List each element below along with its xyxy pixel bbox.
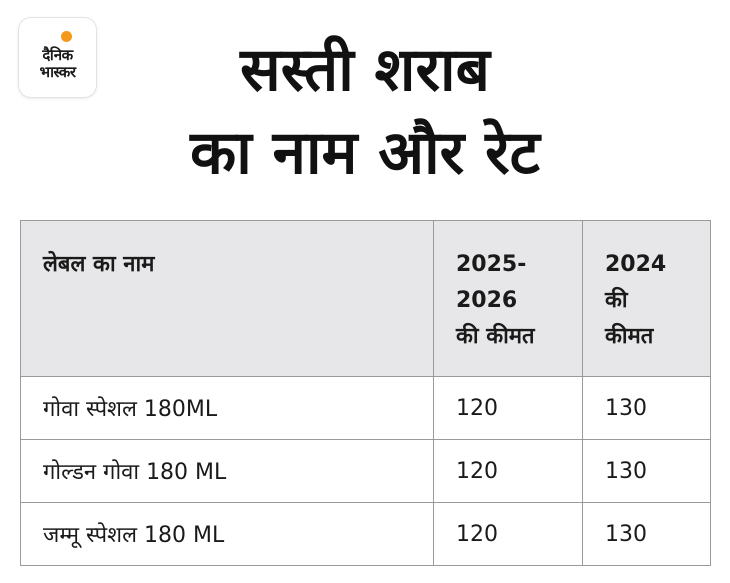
cell-price-2024: 130	[582, 502, 711, 566]
cell-price-2025-26: 120	[433, 439, 583, 503]
logo-text-line2: भास्कर	[39, 62, 76, 81]
logo-text-line1: दैनिक	[42, 45, 73, 64]
header-price-2025-26: 2025- 2026 की कीमत	[433, 220, 583, 377]
table-row: गोल्डन गोवा 180 ML 120 130	[20, 439, 711, 503]
cell-price-2025-26: 120	[433, 502, 583, 566]
table-row: जम्मू स्पेशल 180 ML 120 130	[20, 502, 711, 566]
cell-label-name: गोवा स्पेशल 180ML	[20, 376, 434, 440]
cell-label-name: जम्मू स्पेशल 180 ML	[20, 502, 434, 566]
cell-price-2024: 130	[582, 439, 711, 503]
header-price-2024: 2024 की कीमत	[582, 220, 711, 377]
table-row: गोवा स्पेशल 180ML 120 130	[20, 376, 711, 440]
price-table: लेबल का नाम 2025- 2026 की कीमत 2024 की क…	[20, 220, 711, 566]
cell-label-name: गोल्डन गोवा 180 ML	[20, 439, 434, 503]
cell-price-2025-26: 120	[433, 376, 583, 440]
table-header-row: लेबल का नाम 2025- 2026 की कीमत 2024 की क…	[20, 220, 711, 377]
sun-icon	[61, 31, 72, 42]
cell-price-2024: 130	[582, 376, 711, 440]
header-label-name: लेबल का नाम	[20, 220, 434, 377]
dainik-bhaskar-logo: दैनिक भास्कर	[19, 18, 96, 97]
page-title-line2: का नाम और रेट	[190, 118, 540, 188]
page-title-line1: सस्ती शराब	[240, 35, 490, 105]
